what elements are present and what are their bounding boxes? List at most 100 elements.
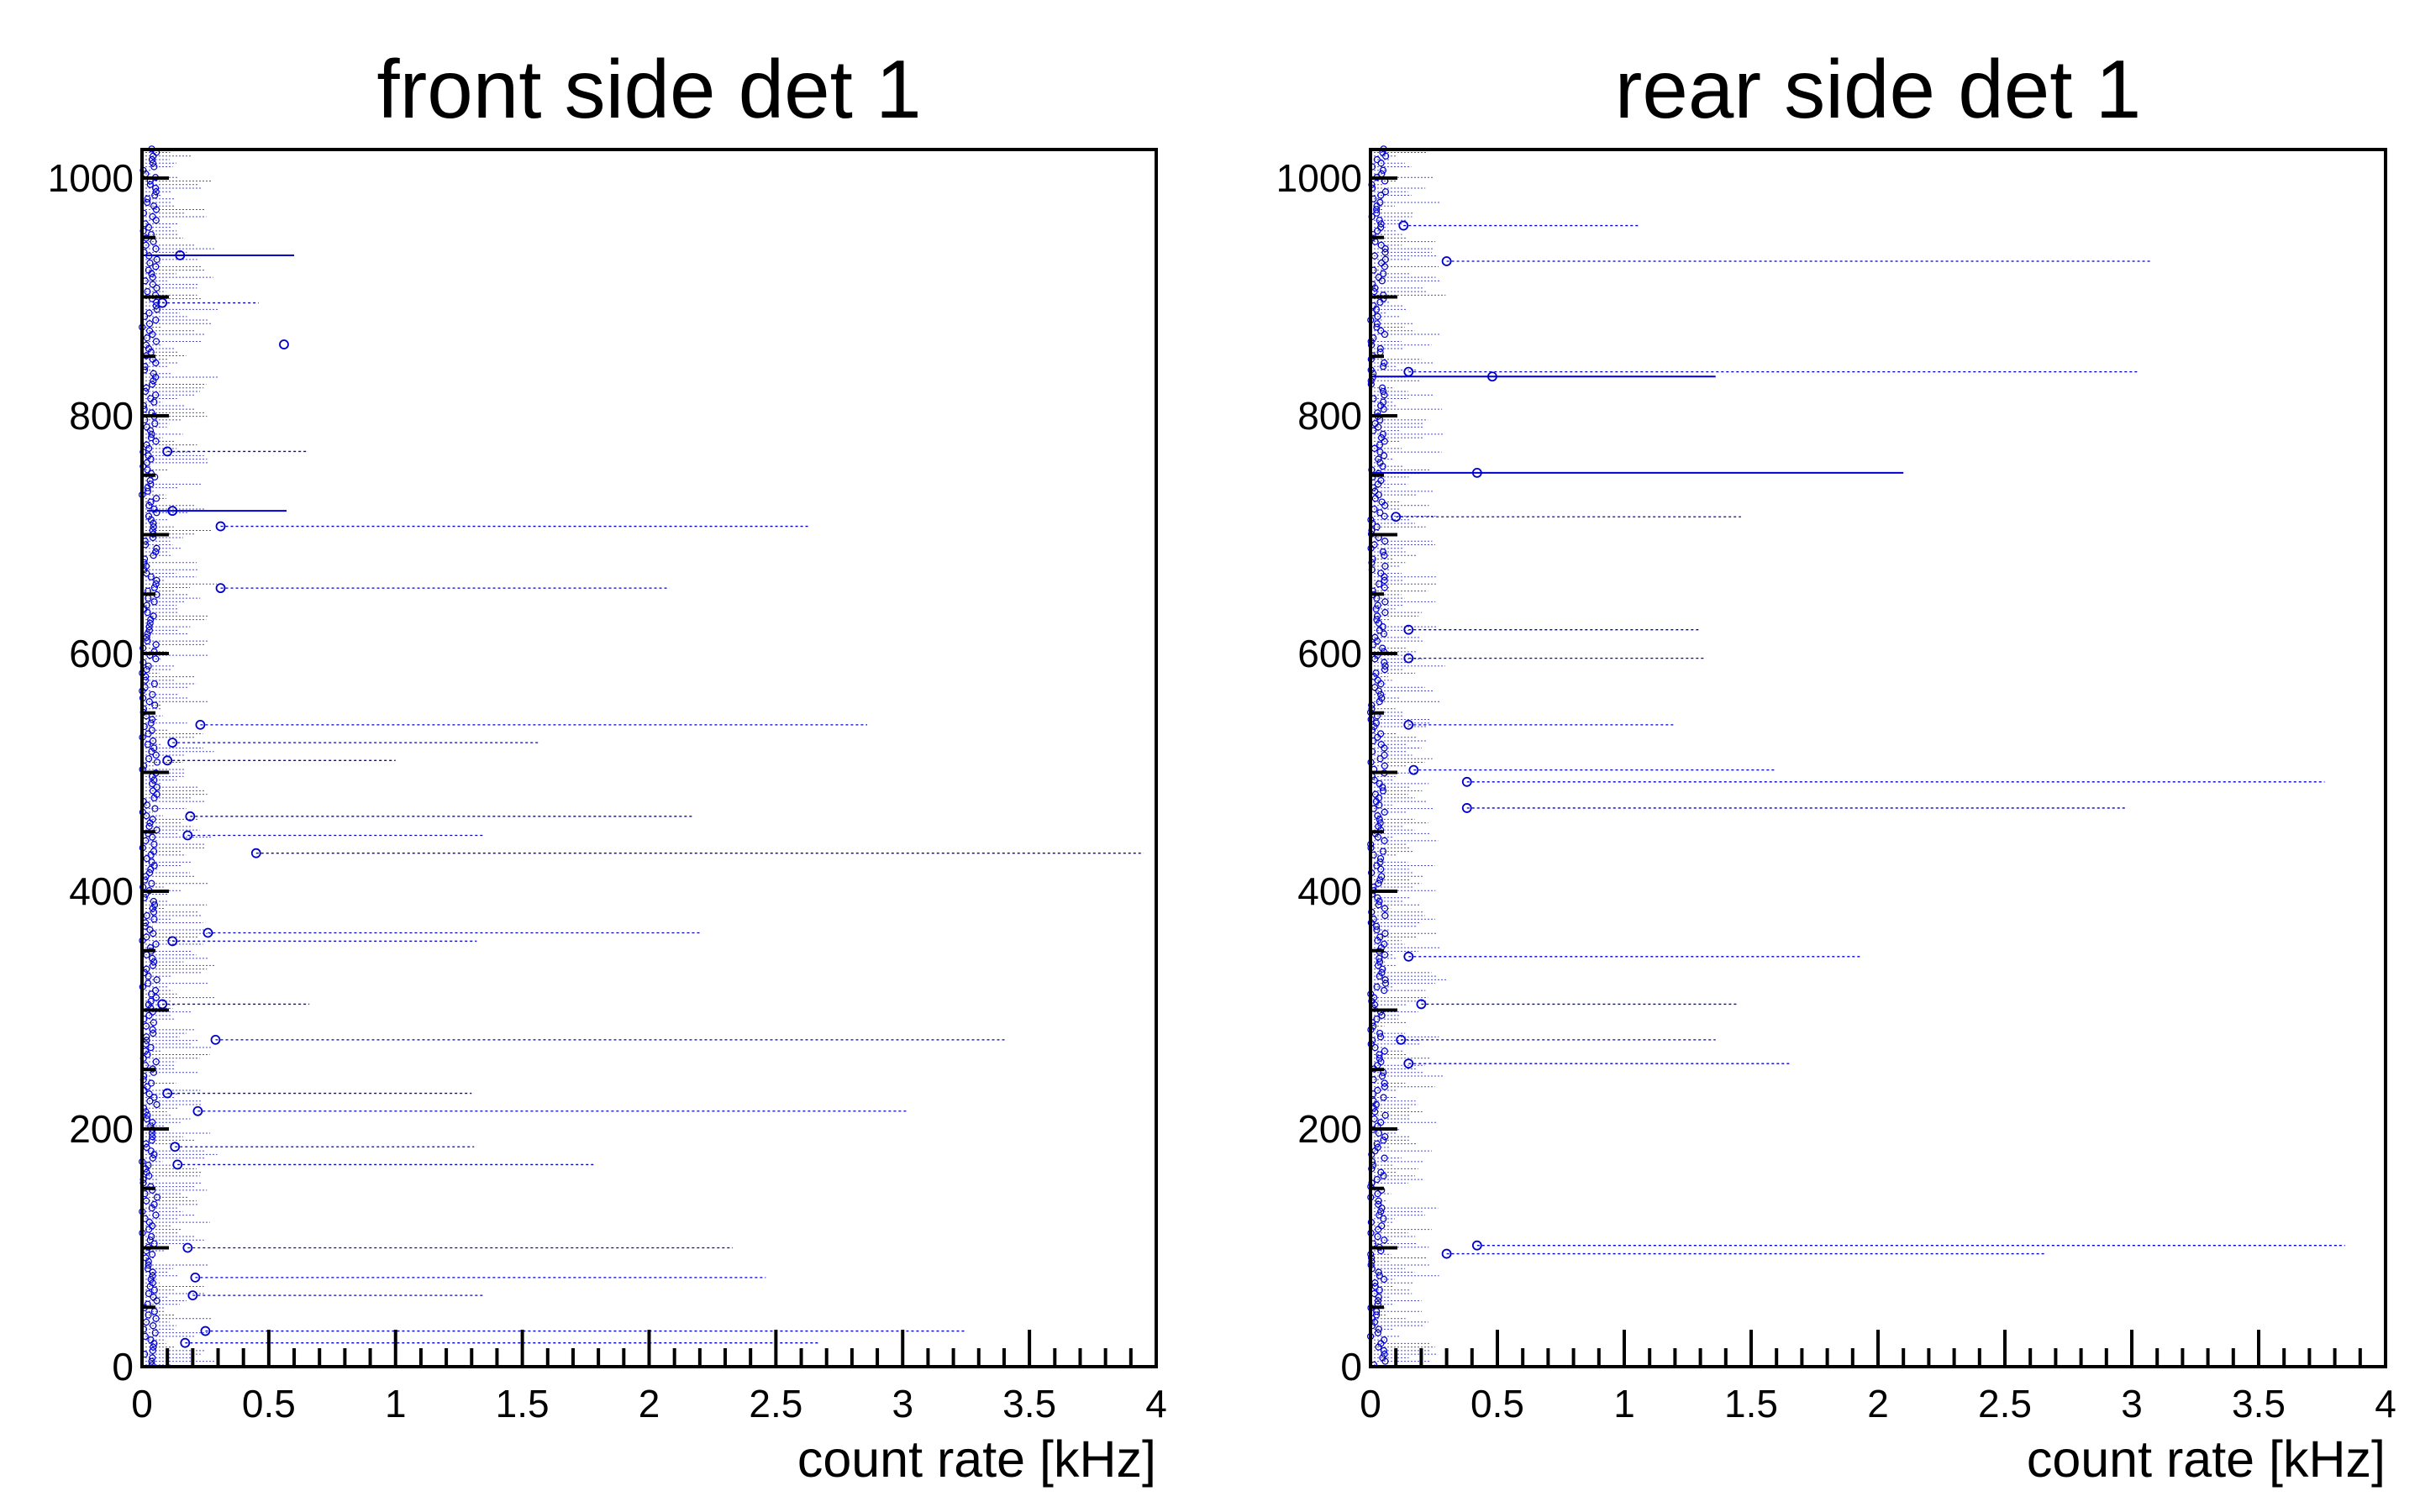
noise-marker [145,1289,152,1298]
data-point [250,848,261,858]
noise-marker [151,805,159,812]
noise-marker [1381,1336,1388,1344]
noise-marker [1374,1232,1381,1241]
noise-marker [1377,741,1385,748]
data-point [215,583,226,594]
noise-marker [144,630,151,638]
data-point [190,1272,201,1283]
noise-marker [1376,580,1383,588]
noise-marker [1376,876,1384,884]
noise-marker [150,1019,158,1026]
noise-marker [149,780,156,788]
noise-marker [144,195,151,202]
noise-marker [148,1204,155,1212]
noise-marker [149,1279,156,1287]
x-tick-label: 1 [1613,1382,1635,1425]
noise-marker [1380,630,1388,638]
data-point [1441,256,1452,266]
noise-marker [1376,449,1384,456]
noise-marker [153,790,160,798]
series-0 [1370,220,2345,1259]
data-point [1391,512,1402,522]
noise-marker [148,1357,155,1365]
noise-marker [151,192,159,199]
noise-marker [1377,1058,1385,1066]
noise-marker [148,381,156,388]
data-point [157,297,168,308]
noise-marker [1377,220,1385,228]
noise-marker [1381,1351,1388,1358]
noise-marker [1372,605,1380,613]
noise-marker [1379,644,1386,652]
noise-marker [150,848,158,855]
noise-marker [1376,1054,1383,1062]
noise-marker [1381,188,1390,196]
noise-marker [148,430,155,438]
x-tick-label: 4 [2375,1382,2396,1425]
noise-marker [152,438,160,445]
noise-marker [1378,1222,1386,1230]
noise-marker [145,309,153,317]
data-point [192,1105,203,1116]
noise-marker [152,994,160,1001]
noise-marker [1381,609,1389,617]
noise-marker [148,716,156,723]
noise-marker [1379,384,1386,391]
noise-marker [145,512,153,520]
x-tick-label: 0 [1360,1382,1381,1425]
noise-marker [150,1294,157,1301]
noise-marker [146,427,155,434]
noise-marker [152,217,160,224]
x-tick-label: 0 [131,1382,153,1425]
noise-marker [1377,241,1385,249]
noise-marker [152,1315,160,1322]
noise-marker [150,1200,158,1208]
noise-marker [143,423,150,431]
noise-marker [1380,1137,1387,1144]
noise-marker [1376,344,1384,353]
noise-marker [143,801,151,809]
noise-marker [1379,965,1386,973]
noise-marker [1374,894,1381,901]
y-tick-label: 1000 [48,156,134,200]
noise-marker [147,498,155,506]
noise-marker [1376,755,1384,763]
noise-marker [147,865,155,873]
data-point [187,1290,198,1300]
data-point [185,811,196,822]
y-tick-label: 400 [1297,869,1362,913]
x-tick-label: 1.5 [1724,1382,1778,1425]
noise-marker [1376,954,1383,963]
noise-marker [145,320,154,328]
data-point [167,738,178,748]
noise-marker [145,730,152,738]
noise-marker [149,1133,156,1141]
x-axis: 0 0.5 1 1.5 2 2.5 3 3.5 4 [1360,1330,2396,1425]
noise-marker [144,198,151,207]
data-point [1403,951,1414,962]
noise-marker [1377,223,1385,231]
noise-marker [144,487,152,495]
noise-marker [1381,573,1388,580]
data-point [1471,467,1482,478]
noise-marker [152,373,160,381]
chart-title: front side det 1 [376,43,921,135]
y-tick-label: 200 [69,1107,134,1151]
noise-marker [145,979,152,987]
noise-marker [1372,719,1381,727]
noise-marker [1378,694,1386,702]
data-point [167,936,178,947]
noise-marker [1377,1208,1385,1215]
y-tick-label: 200 [1297,1107,1362,1151]
x-tick-label: 3.5 [2232,1382,2286,1425]
noise-marker [1376,933,1384,941]
data-point [1398,220,1409,231]
noise-marker [1381,245,1389,253]
noise-marker [1376,730,1385,738]
noise-marker [151,420,159,428]
noise-marker [152,316,160,324]
noise-marker [1376,1286,1383,1294]
noise-marker [145,1011,153,1019]
noise-marker [1381,1236,1388,1244]
